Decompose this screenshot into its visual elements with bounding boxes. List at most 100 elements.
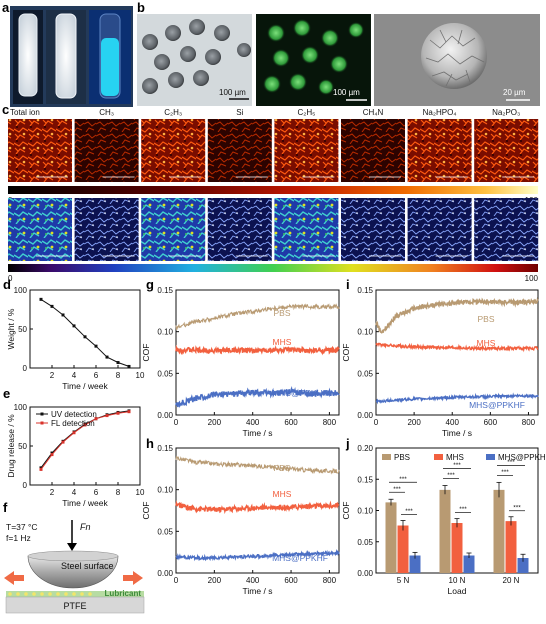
x-axis-label: Time / s (243, 428, 273, 438)
y-tick-label: 0.00 (157, 569, 173, 578)
fluorescent-microspheres (263, 19, 364, 95)
significance-label: *** (453, 462, 461, 469)
y-tick-label: 0.15 (357, 475, 373, 484)
ion-label: Na₂PO₃ (492, 108, 520, 117)
x-tick-label: 0 (174, 418, 179, 427)
y-tick-label: 0.15 (157, 286, 173, 295)
significance-label: *** (405, 508, 413, 515)
significance-label: *** (501, 469, 509, 476)
bar (451, 523, 463, 573)
y-tick-label: 0.15 (357, 286, 373, 295)
x-tick-label: 200 (208, 418, 222, 427)
series-label: MHS@PPKHF (272, 388, 328, 398)
ion-label: C₂H₅ (297, 108, 315, 117)
data-point (39, 466, 43, 470)
legend-marker (40, 421, 44, 425)
y-axis-label: COF (341, 344, 351, 362)
bar (439, 489, 451, 573)
chart-cof-g: 0 200 400 600 800 0.00 0.05 0.10 0.15 Time / s COF… (141, 286, 340, 438)
data-point (72, 324, 76, 328)
ion-map-rainbow (274, 198, 339, 261)
series-line (375, 392, 539, 405)
ion-map-hot (341, 119, 405, 182)
ion-map-hot (274, 119, 339, 182)
x-tick-label: 0 (374, 418, 379, 427)
series-line (175, 455, 340, 475)
ptfe-label: PTFE (63, 601, 86, 611)
x-tick-label: 5 N (397, 576, 410, 585)
ion-map-hot (74, 119, 139, 182)
y-tick-label: 100 (14, 286, 28, 295)
x-axis-label: Load (448, 586, 467, 596)
plot-frame (375, 289, 539, 416)
scale-label-left: 100 µm (219, 88, 246, 97)
normal-force-label: Fn (80, 522, 91, 532)
reciprocating-arrow-right (123, 571, 143, 585)
x-tick-label: 800 (323, 418, 337, 427)
ion-map-rainbow (74, 198, 139, 261)
data-point (39, 297, 43, 301)
x-tick-label: 400 (446, 418, 460, 427)
y-tick-label: 0.05 (357, 369, 373, 378)
ion-map-hot (8, 119, 72, 182)
y-tick-label: 50 (18, 325, 27, 334)
steel-ball (27, 555, 119, 589)
legend-entry: FL detection (51, 419, 95, 428)
scale-label-right: 20 µm (503, 88, 526, 97)
x-tick-label: 4 (72, 488, 77, 497)
data-point (72, 431, 76, 435)
x-axis-label: Time / s (442, 428, 472, 438)
y-axis-label: COF (141, 502, 151, 520)
y-tick-label: 0.00 (357, 411, 373, 420)
data-point (50, 451, 54, 455)
reciprocating-arrow-left (4, 571, 24, 585)
significance-label: *** (459, 506, 467, 513)
bar (397, 525, 409, 573)
sem-microsphere (421, 23, 487, 89)
data-point (94, 344, 98, 348)
x-tick-label: 10 (136, 371, 145, 380)
x-tick-label: 8 (116, 371, 121, 380)
tube-middle (55, 13, 77, 99)
significance-label: *** (393, 486, 401, 493)
data-point (61, 313, 65, 317)
ion-map-rainbow (207, 198, 272, 261)
significance-label: *** (507, 459, 515, 466)
y-axis-label: Drug release / % (6, 414, 16, 478)
series-line (175, 344, 340, 356)
plot-frame (175, 447, 340, 574)
ion-label: Total ion (10, 108, 40, 117)
y-tick-label: 0.00 (157, 411, 173, 420)
ion-map-rainbow (341, 198, 405, 261)
series-line (175, 386, 340, 409)
tube-left (18, 13, 38, 97)
x-tick-label: 600 (484, 418, 498, 427)
x-tick-label: 8 (116, 488, 121, 497)
x-tick-label: 200 (208, 576, 222, 585)
x-tick-label: 800 (522, 418, 536, 427)
legend-swatch (434, 454, 443, 460)
series-line (375, 297, 539, 334)
chart-cof-i: 0 200 400 600 800 0.00 0.05 0.10 0.15 Time / s COF… (341, 286, 539, 438)
panel-letter-b: b (137, 0, 145, 15)
legend-marker (40, 412, 44, 416)
series-label: MHS (477, 338, 496, 348)
data-point (83, 335, 87, 339)
y-tick-label: 0.10 (157, 486, 173, 495)
panel-letter-d: d (3, 277, 11, 292)
chart-cof-load: 0.00 0.05 0.10 0.15 0.20 COF Load 5 N *** *** *** 1… (341, 444, 546, 596)
steel-ball-top (27, 550, 119, 562)
series-label: PBS (273, 308, 290, 318)
y-axis-label: Weight / % (6, 308, 16, 349)
legend-entry: MHS (446, 453, 464, 462)
ion-map-rainbow (8, 198, 72, 261)
sem-porous-texture (425, 29, 485, 87)
normal-force-arrow (67, 543, 77, 551)
ion-label: Na₂HPO₄ (423, 108, 457, 117)
panel-f: f T=37 °C f=1 Hz Fn Steel surface Lubric… (3, 500, 145, 614)
data-point (50, 453, 54, 457)
legend-entry: MHS@PPKHF (498, 453, 546, 462)
series-label: MHS@PPKHF (469, 400, 525, 410)
bar (463, 555, 475, 573)
lubricant-microspheres (8, 592, 92, 596)
